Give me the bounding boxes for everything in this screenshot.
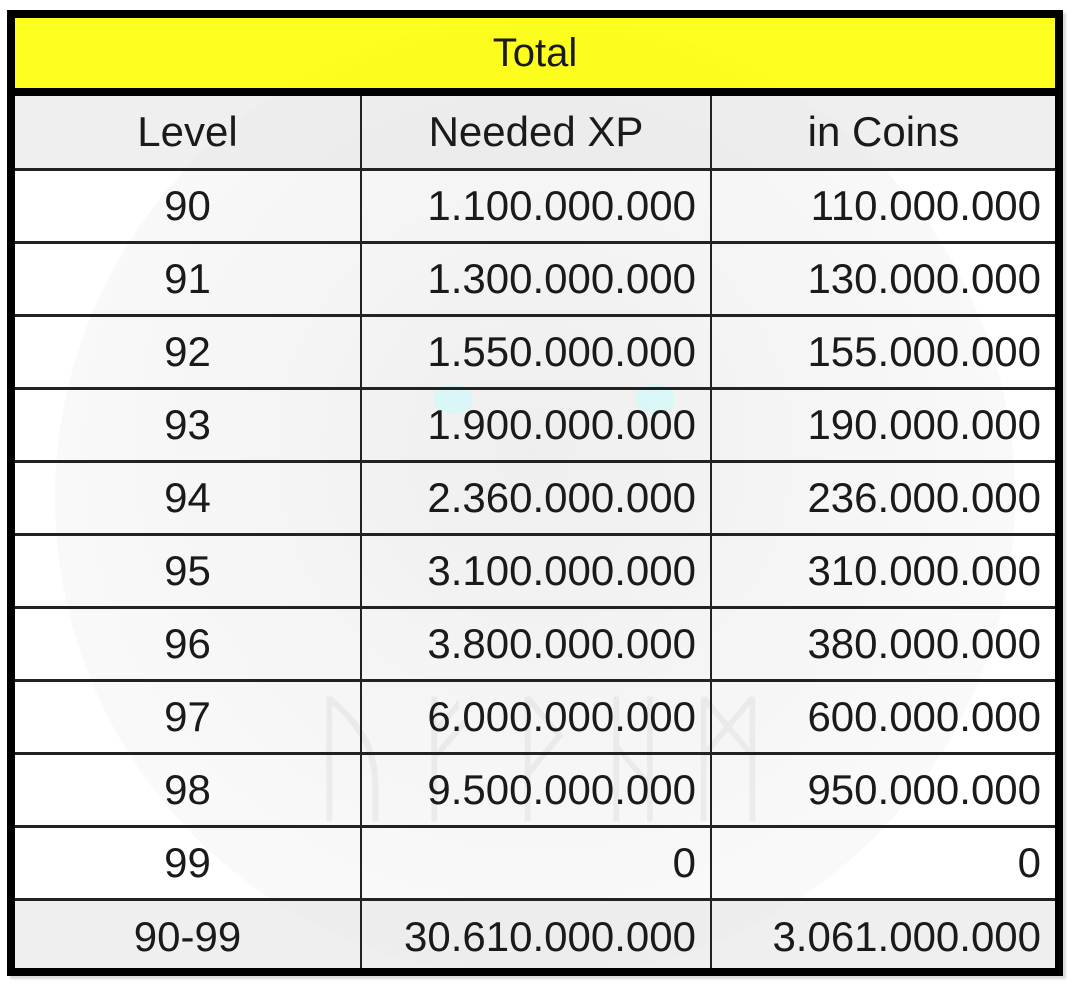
level-cell: 99 (15, 826, 362, 901)
level-cell: 94 (15, 461, 362, 536)
table-row: 97 6.000.000.000 600.000.000 (15, 680, 1055, 755)
needed-xp-cell: 0 (361, 826, 712, 901)
level-cell: 95 (15, 534, 362, 609)
total-coins: 3.061.000.000 (711, 899, 1055, 968)
coins-cell: 0 (711, 826, 1055, 901)
level-cell: 98 (15, 753, 362, 828)
coins-cell: 600.000.000 (711, 680, 1055, 755)
needed-xp-cell: 1.900.000.000 (361, 388, 712, 463)
needed-xp-cell: 2.360.000.000 (361, 461, 712, 536)
coins-cell: 110.000.000 (711, 169, 1055, 244)
table-row: 93 1.900.000.000 190.000.000 (15, 388, 1055, 463)
coins-cell: 236.000.000 (711, 461, 1055, 536)
coins-cell: 380.000.000 (711, 607, 1055, 682)
coins-cell: 190.000.000 (711, 388, 1055, 463)
xp-table: Total Level Needed XP in Coins 90 1.100.… (15, 18, 1055, 968)
needed-xp-cell: 3.800.000.000 (361, 607, 712, 682)
column-header-needed-xp: Needed XP (361, 92, 712, 171)
coins-cell: 310.000.000 (711, 534, 1055, 609)
level-cell: 97 (15, 680, 362, 755)
needed-xp-cell: 9.500.000.000 (361, 753, 712, 828)
table-title: Total (15, 18, 1055, 96)
column-header-coins: in Coins (711, 92, 1055, 171)
total-needed-xp: 30.610.000.000 (361, 899, 712, 968)
table-row: 91 1.300.000.000 130.000.000 (15, 242, 1055, 317)
level-cell: 93 (15, 388, 362, 463)
level-cell: 91 (15, 242, 362, 317)
needed-xp-cell: 3.100.000.000 (361, 534, 712, 609)
level-cell: 90 (15, 169, 362, 244)
column-header-row: Level Needed XP in Coins (15, 92, 1055, 171)
table-row: 96 3.800.000.000 380.000.000 (15, 607, 1055, 682)
table-title-row: Total (15, 18, 1055, 96)
needed-xp-cell: 1.100.000.000 (361, 169, 712, 244)
needed-xp-cell: 6.000.000.000 (361, 680, 712, 755)
level-cell: 96 (15, 607, 362, 682)
total-row: 90-99 30.610.000.000 3.061.000.000 (15, 899, 1055, 968)
needed-xp-cell: 1.550.000.000 (361, 315, 712, 390)
table-row: 90 1.100.000.000 110.000.000 (15, 169, 1055, 244)
total-level-range: 90-99 (15, 899, 362, 968)
table-row: 98 9.500.000.000 950.000.000 (15, 753, 1055, 828)
coins-cell: 950.000.000 (711, 753, 1055, 828)
table-row: 95 3.100.000.000 310.000.000 (15, 534, 1055, 609)
table-row: 94 2.360.000.000 236.000.000 (15, 461, 1055, 536)
table-row: 92 1.550.000.000 155.000.000 (15, 315, 1055, 390)
table-row: 99 0 0 (15, 826, 1055, 901)
column-header-level: Level (15, 92, 362, 171)
coins-cell: 130.000.000 (711, 242, 1055, 317)
needed-xp-cell: 1.300.000.000 (361, 242, 712, 317)
table-frame: ᚢᚠᚹᚺᛗ Total Level Needed XP in Coins 90 … (7, 10, 1063, 976)
level-cell: 92 (15, 315, 362, 390)
coins-cell: 155.000.000 (711, 315, 1055, 390)
